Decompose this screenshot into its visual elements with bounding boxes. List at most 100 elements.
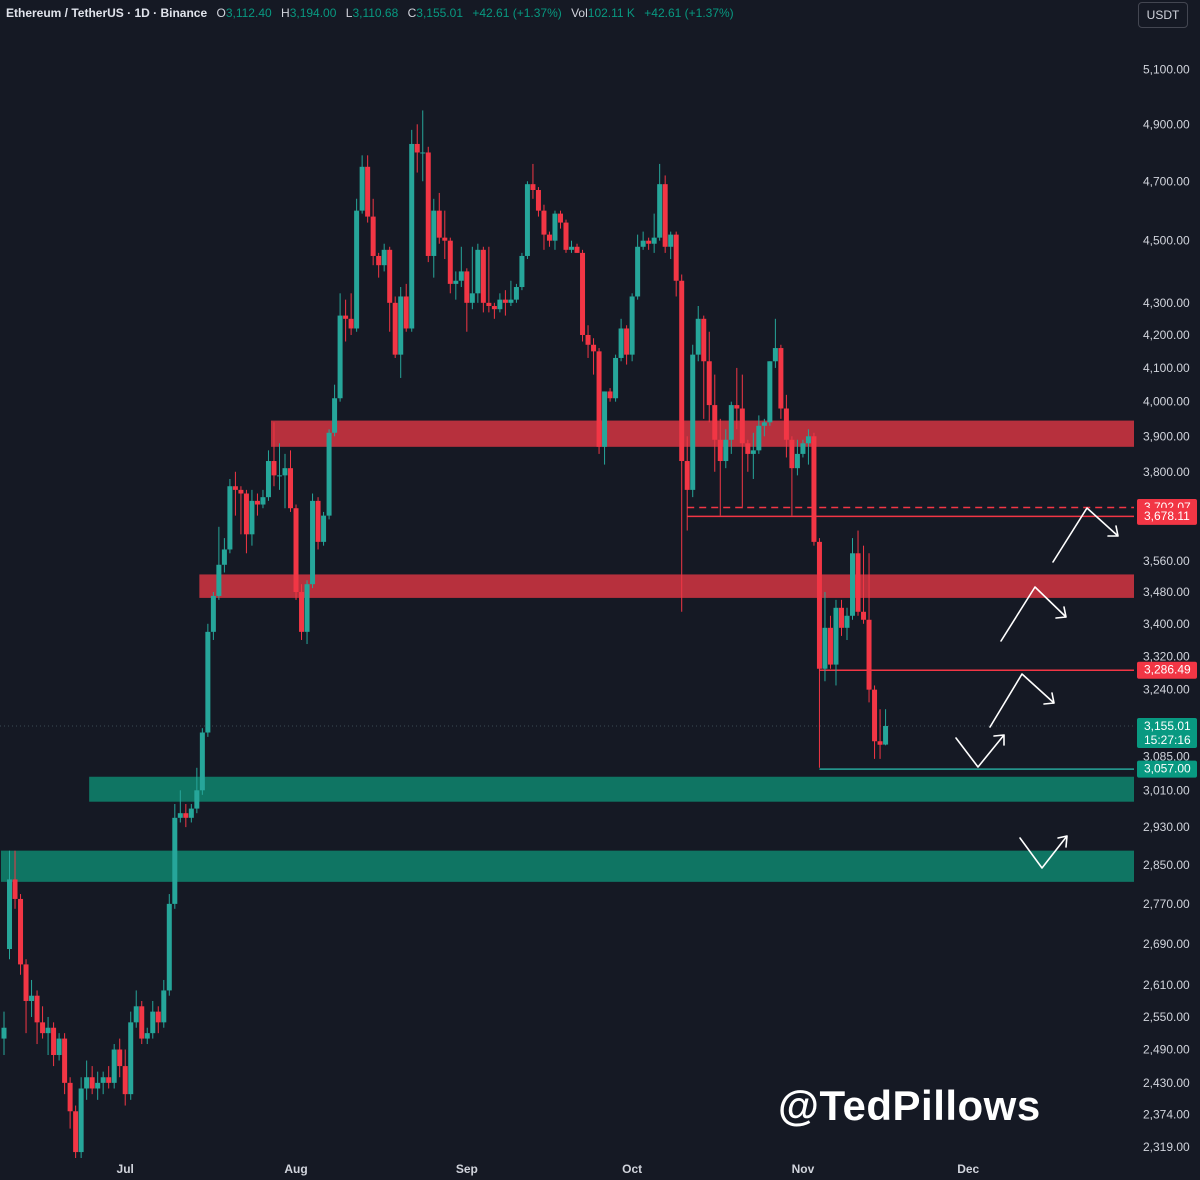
candle-body: [855, 553, 861, 612]
candle-body: [883, 725, 889, 745]
y-tick-label: 4,000.00: [1143, 395, 1190, 409]
y-tick-label: 3,800.00: [1143, 465, 1190, 479]
candle-body: [436, 210, 442, 238]
candle-20: [111, 1044, 117, 1089]
candle-body: [679, 280, 685, 462]
candle-16: [89, 1066, 95, 1095]
candle-body: [23, 964, 29, 1001]
candle-body: [574, 246, 580, 253]
y-tick-label: 4,900.00: [1143, 117, 1190, 131]
candle-101: [557, 210, 563, 229]
candle-body: [640, 240, 646, 247]
candle-108: [596, 348, 602, 454]
candle-body: [712, 405, 718, 440]
candle-body: [541, 210, 547, 235]
candle-11: [62, 1033, 68, 1095]
candle-88: [486, 246, 492, 313]
candle-body: [838, 607, 844, 628]
candle-109: [602, 391, 608, 465]
candle-body: [128, 1022, 134, 1095]
candle-150: [827, 615, 833, 669]
candle-82: [453, 271, 459, 300]
low-label: L: [345, 6, 353, 20]
candle-102: [563, 219, 569, 253]
candle-body: [299, 591, 305, 632]
candle-140: [772, 318, 778, 368]
candle-36: [199, 728, 205, 795]
currency-button[interactable]: USDT: [1138, 2, 1188, 28]
candle-body: [161, 990, 167, 1023]
candle-94: [519, 252, 525, 291]
candle-136: [750, 432, 756, 479]
author-watermark: @TedPillows: [778, 1082, 1041, 1129]
candle-body: [249, 500, 255, 535]
candle-body: [480, 249, 486, 303]
candle-body: [359, 166, 365, 211]
y-tick-label: 4,300.00: [1143, 296, 1190, 310]
candle-body: [12, 879, 18, 899]
candle-67: [370, 198, 376, 266]
y-tick-label: 2,550.00: [1143, 1010, 1190, 1024]
candle-body: [745, 443, 751, 454]
candle-1: [7, 850, 13, 960]
candle-body: [508, 299, 514, 303]
candle-147: [811, 432, 817, 546]
candle-70: [387, 246, 393, 332]
candle-14: [78, 1077, 84, 1158]
candle-body: [106, 1077, 112, 1083]
volume-change-value: +42.61 (+1.37%): [644, 6, 734, 20]
candle-18: [100, 1071, 106, 1095]
candle-body: [155, 1011, 161, 1023]
high-label: H: [281, 6, 290, 20]
candle-19: [106, 1066, 112, 1089]
candle-25: [139, 1000, 145, 1045]
candle-155: [855, 530, 861, 616]
candle-112: [618, 318, 624, 362]
candle-47: [260, 489, 266, 509]
candle-body: [221, 549, 227, 565]
candle-body: [651, 237, 657, 244]
candle-body: [387, 249, 393, 303]
candle-body: [800, 443, 806, 454]
symbol-title[interactable]: Ethereum / TetherUS · 1D · Binance: [6, 6, 208, 20]
low-value: 3,110.68: [352, 6, 399, 20]
candle-body: [585, 334, 591, 345]
close-value: 3,155.01: [416, 6, 463, 20]
candle-87: [480, 246, 486, 313]
candle-body: [486, 302, 492, 307]
candle-46: [254, 493, 260, 516]
candle-55: [304, 580, 310, 645]
candle-104: [574, 243, 580, 253]
candle-body: [343, 315, 349, 319]
candle-38: [210, 591, 216, 640]
candle-73: [403, 283, 409, 332]
candle-body: [684, 461, 690, 490]
candle-body: [805, 436, 811, 444]
y-tick-label: 2,490.00: [1143, 1043, 1190, 1057]
candle-body: [310, 500, 316, 585]
candle-143: [789, 436, 795, 516]
candle-body: [872, 689, 878, 742]
candle-99: [546, 231, 552, 247]
price-label-text: 3,286.49: [1144, 663, 1191, 677]
x-tick-label: Aug: [284, 1162, 307, 1176]
candle-148: [816, 538, 822, 768]
candle-body: [67, 1082, 73, 1112]
candle-body: [530, 184, 536, 191]
candle-body: [668, 234, 674, 247]
candle-135: [745, 439, 751, 472]
candle-100: [552, 210, 558, 250]
candle-body: [392, 302, 398, 355]
projection-arrow-3: [955, 734, 1005, 768]
candle-78: [431, 198, 437, 278]
candle-body: [602, 391, 608, 447]
candle-131: [723, 429, 729, 469]
candle-body: [794, 453, 800, 469]
candle-body: [1, 1027, 7, 1039]
candle-body: [210, 595, 216, 632]
candle-154: [850, 538, 856, 620]
candle-75: [414, 124, 420, 173]
candle-body: [502, 299, 508, 303]
